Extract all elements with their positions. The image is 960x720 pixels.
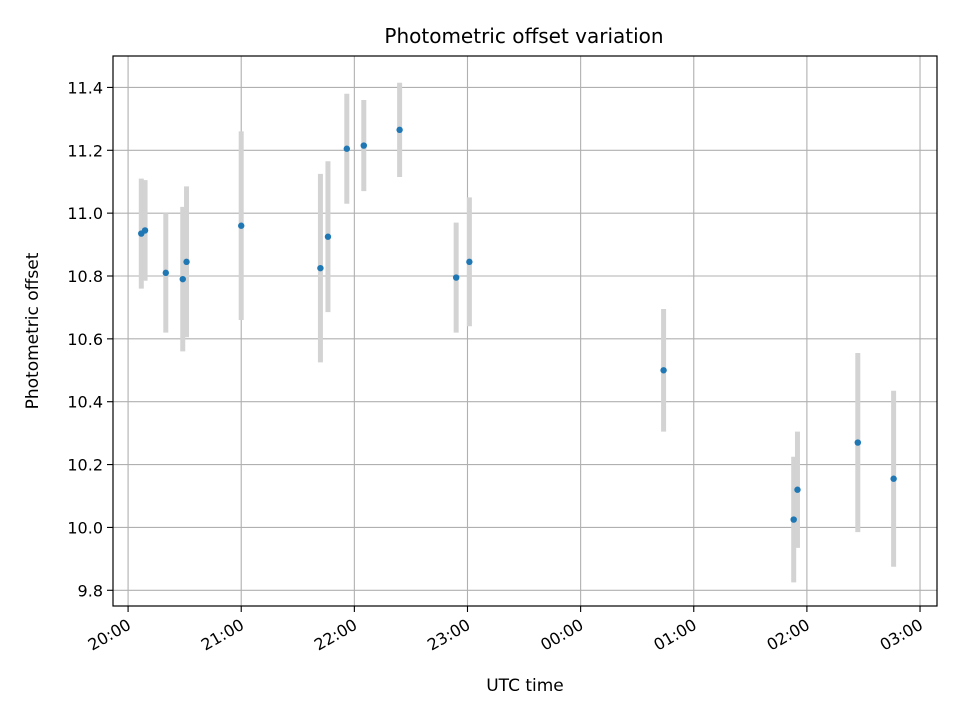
data-point (162, 269, 169, 277)
y-tick-label: 11.4 (67, 78, 103, 97)
y-tick-label: 10.8 (67, 267, 103, 286)
data-point (317, 264, 324, 272)
data-point (183, 258, 190, 266)
data-point (343, 145, 351, 152)
y-tick-label: 11.2 (67, 141, 103, 160)
y-tick-label: 10.2 (67, 456, 103, 475)
y-tick-label: 11.0 (67, 204, 103, 223)
grid-layer (113, 56, 937, 606)
data-point (141, 227, 149, 234)
data-point (890, 475, 897, 482)
y-tick-label: 9.8 (78, 581, 103, 600)
y-axis-ticks: 9.8 10.0 10.2 10.4 10.6 10.8 11.0 11.2 11.4 (67, 78, 113, 600)
y-axis-title: Photometric offset (23, 252, 43, 409)
chart-title: Photometric offset variation (384, 24, 663, 48)
data-point (452, 274, 460, 281)
data-point (660, 367, 667, 374)
data-point (324, 233, 332, 240)
data-point (360, 142, 367, 149)
data-point (238, 222, 245, 229)
y-tick-label: 10.6 (67, 330, 103, 349)
data-point (179, 275, 186, 283)
data-point-layer (138, 126, 897, 523)
plot-frame (112, 55, 938, 607)
data-point (854, 439, 862, 446)
data-point (396, 126, 403, 134)
data-point (466, 258, 473, 266)
data-point (790, 516, 797, 523)
y-tick-label: 10.4 (67, 393, 103, 412)
data-point (794, 486, 801, 493)
y-tick-label: 10.0 (67, 518, 103, 537)
x-axis-title: UTC time (486, 676, 564, 696)
